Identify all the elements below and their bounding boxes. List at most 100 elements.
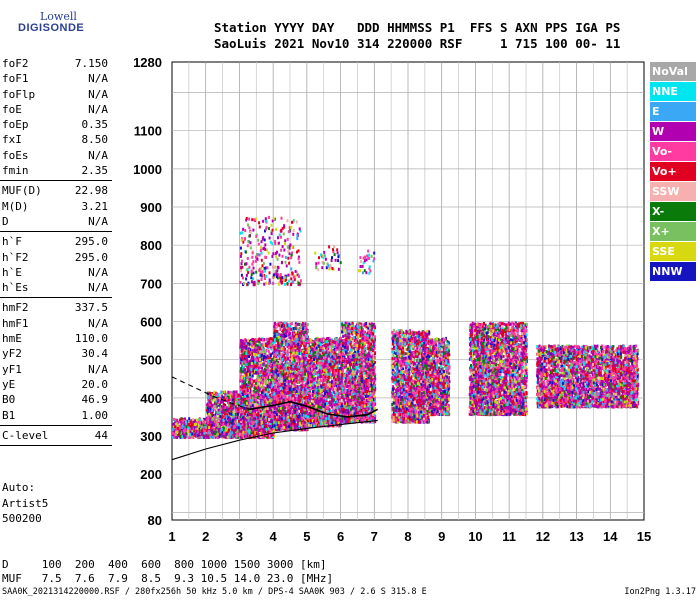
echo-point — [247, 362, 250, 366]
echo-point — [242, 400, 244, 404]
echo-point — [194, 427, 197, 431]
echo-point — [298, 322, 301, 326]
echo-point — [244, 379, 247, 383]
echo-point — [258, 420, 261, 424]
echo-point — [238, 433, 240, 437]
echo-point — [266, 413, 269, 417]
echo-point — [268, 340, 271, 344]
echo-point — [248, 373, 251, 377]
echo-point — [199, 421, 201, 425]
echo-point — [204, 425, 207, 429]
param-row: hmE 110.0 — [0, 331, 112, 346]
echo-point — [252, 371, 255, 375]
param-label: yF1 — [2, 362, 22, 376]
echo-point — [259, 414, 262, 418]
echo-point — [258, 388, 261, 392]
echo-point — [188, 423, 191, 427]
param-value: N/A — [88, 265, 108, 279]
echo-point — [262, 416, 265, 420]
echo-point — [259, 349, 262, 353]
echo-point — [257, 429, 260, 432]
echo-point — [199, 428, 202, 432]
echo-point — [184, 417, 186, 421]
auto-software: Artist5 — [2, 496, 49, 510]
echo-point — [220, 400, 222, 404]
echo-point — [220, 419, 223, 423]
echo-point — [212, 429, 215, 433]
echo-point — [241, 395, 244, 399]
echo-point — [253, 409, 256, 412]
legend-item: X- — [650, 202, 696, 221]
echo-point — [220, 407, 223, 411]
echo-point — [257, 393, 260, 397]
echo-point — [210, 432, 213, 436]
echo-point — [305, 410, 307, 414]
echo-point — [246, 386, 249, 390]
echo-point — [244, 417, 246, 421]
echo-point — [263, 412, 266, 416]
param-label: C-level — [2, 428, 49, 442]
echo-point — [266, 430, 269, 434]
echo-point — [235, 425, 238, 429]
param-value: N/A — [88, 148, 108, 162]
echo-point — [271, 368, 274, 372]
echo-point — [261, 386, 264, 390]
echo-point — [211, 403, 214, 407]
echo-point — [244, 346, 247, 350]
echo-point — [244, 368, 246, 372]
echo-point — [284, 356, 287, 360]
echo-point — [261, 391, 263, 395]
echo-point — [218, 435, 221, 438]
echo-point — [189, 430, 192, 434]
echo-point — [234, 425, 237, 429]
echo-point — [294, 327, 297, 331]
echo-point — [191, 417, 194, 421]
echo-point — [207, 416, 210, 420]
echo-point — [248, 384, 251, 388]
echo-point — [242, 384, 245, 387]
echo-point — [290, 419, 293, 423]
echo-point — [297, 394, 300, 398]
param-row: h`E N/A — [0, 265, 112, 280]
param-row: MUF(D) 22.98 — [0, 183, 112, 198]
echo-point — [240, 409, 243, 413]
echo-point — [268, 380, 270, 384]
echo-point — [184, 435, 187, 439]
echo-point — [293, 420, 296, 424]
echo-point — [280, 379, 283, 383]
echo-point — [263, 426, 266, 429]
echo-point — [190, 419, 193, 423]
param-row: D N/A — [0, 214, 112, 229]
echo-point — [176, 424, 179, 428]
echo-point — [241, 390, 244, 394]
echo-point — [261, 408, 264, 412]
echo-point — [273, 397, 276, 400]
echo-point — [228, 407, 231, 411]
echo-point — [245, 339, 248, 343]
echo-point — [177, 432, 180, 436]
echo-point — [231, 429, 234, 432]
echo-point — [241, 376, 244, 380]
echo-point — [294, 371, 297, 374]
echo-point — [268, 365, 271, 368]
echo-point — [282, 329, 284, 333]
echo-point — [228, 404, 230, 408]
echo-point — [262, 427, 265, 431]
echo-point — [257, 345, 260, 349]
echo-point — [244, 409, 247, 413]
param-label: h`F2 — [2, 250, 29, 264]
echo-point — [253, 400, 256, 404]
echo-point — [296, 385, 299, 389]
echo-point — [192, 436, 195, 439]
echo-point — [207, 398, 210, 402]
echo-point — [265, 372, 268, 376]
echo-point — [221, 410, 224, 414]
echo-point — [245, 431, 248, 435]
echo-point — [224, 393, 227, 397]
echo-point — [301, 330, 304, 333]
echo-point — [250, 368, 253, 371]
echo-point — [217, 422, 219, 426]
param-row: foEs N/A — [0, 148, 112, 163]
echo-point — [253, 349, 256, 353]
echo-point — [214, 422, 217, 426]
